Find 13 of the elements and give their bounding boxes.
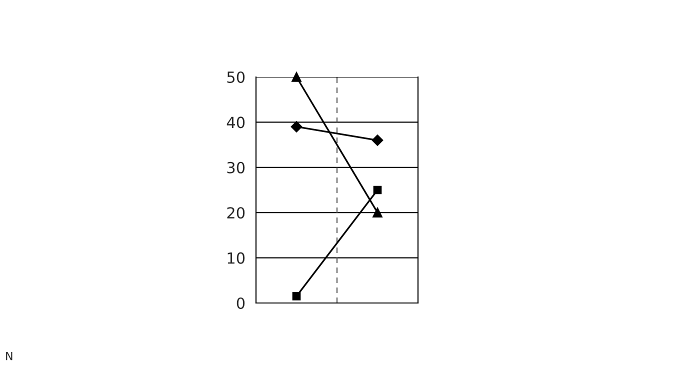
y-tick-label: 50 xyxy=(227,71,245,84)
point xyxy=(290,121,302,132)
y-tick-label: 10 xyxy=(228,252,245,264)
y-tick-label: 30 xyxy=(227,162,245,174)
text: N xyxy=(6,352,12,360)
point xyxy=(372,134,384,146)
point xyxy=(292,292,301,300)
y-tick-label: 40 xyxy=(226,116,245,128)
point xyxy=(292,72,302,82)
y-tick-label: 0 xyxy=(236,297,245,310)
y-tick-label: 20 xyxy=(227,207,245,219)
point xyxy=(373,186,382,194)
point xyxy=(372,208,382,218)
